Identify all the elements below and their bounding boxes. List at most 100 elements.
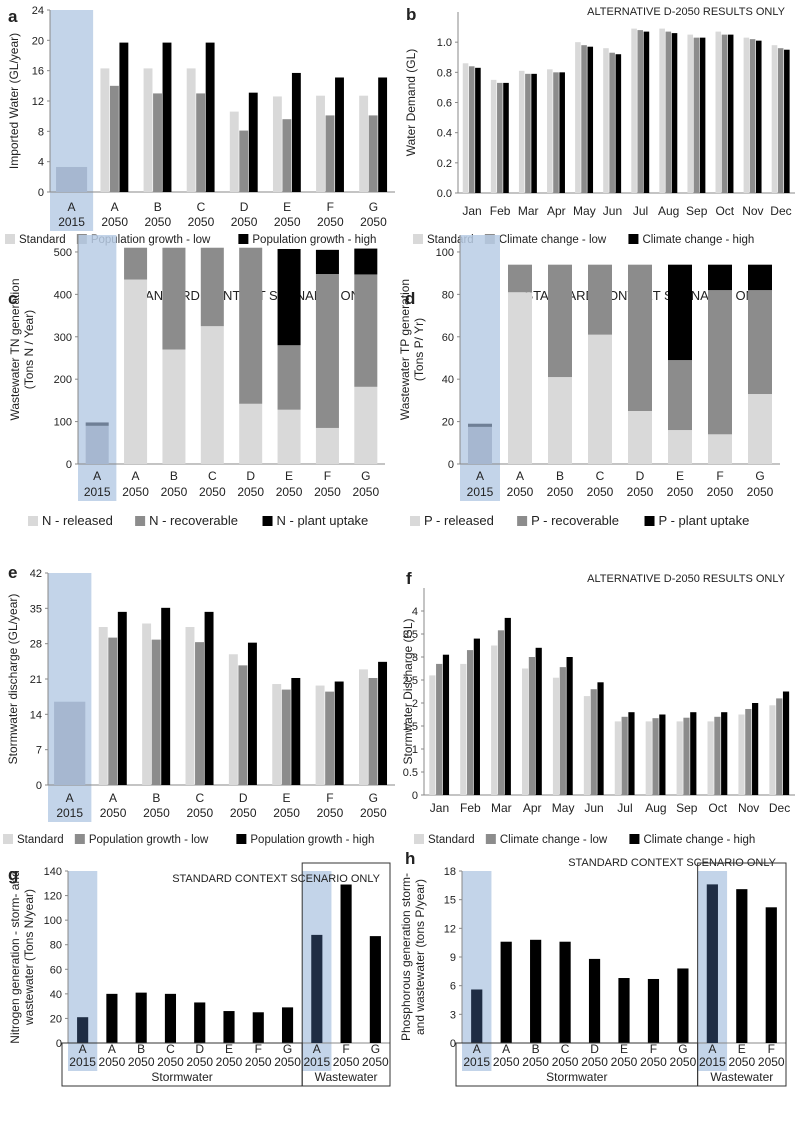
- x-tick-label: C: [195, 791, 204, 805]
- x-tick-label: A: [93, 469, 101, 483]
- x-tick-label: Oct: [715, 204, 734, 218]
- x-tick-label: 2050: [333, 1055, 360, 1069]
- legend-label: Population growth - low: [91, 234, 211, 246]
- bar-high: [334, 681, 344, 785]
- bar-standard: [708, 434, 732, 464]
- bar-high: [247, 642, 257, 785]
- x-tick-label: Jul: [617, 801, 632, 815]
- legend-label: Population growth - low: [89, 834, 209, 846]
- x-tick-label: Mar: [518, 204, 539, 218]
- x-tick-label: 2050: [611, 1055, 638, 1069]
- y-tick-label: 100: [436, 247, 454, 259]
- bar-standard: [468, 426, 492, 464]
- bar-value: [135, 992, 147, 1043]
- y-axis-label-line: Wastewater TP generation: [398, 279, 412, 420]
- bar-low: [637, 30, 644, 193]
- bar-standard: [769, 705, 776, 795]
- y-tick-label: 140: [44, 866, 62, 878]
- bar-low: [200, 247, 224, 327]
- bar-standard: [272, 684, 282, 785]
- x-tick-label: May: [552, 801, 575, 815]
- x-tick-label: D: [590, 1042, 599, 1056]
- y-tick-label: 3: [450, 1009, 456, 1021]
- x-tick-label: A: [79, 1042, 87, 1056]
- x-tick-label: A: [132, 469, 140, 483]
- bar-standard: [631, 28, 637, 193]
- bar-high: [291, 677, 301, 785]
- x-tick-label: 2050: [758, 1055, 785, 1069]
- legend-label: Standard: [19, 234, 66, 246]
- y-tick-label: 60: [50, 964, 62, 976]
- x-tick-label: A: [708, 1042, 716, 1056]
- bar-standard: [490, 79, 497, 193]
- bar-high: [161, 607, 171, 785]
- bar-low: [325, 691, 335, 785]
- group-box: [301, 862, 391, 1087]
- x-tick-label: 2050: [144, 215, 171, 229]
- bar-high: [643, 31, 650, 193]
- x-tick-label: 2050: [352, 485, 379, 499]
- legend-label: P - plant uptake: [659, 513, 750, 528]
- x-tick-label: May: [573, 204, 596, 218]
- bar-low: [466, 650, 474, 795]
- bar-high: [721, 712, 728, 795]
- x-tick-label: Mar: [491, 801, 512, 815]
- x-tick-label: 2050: [122, 485, 149, 499]
- bar-standard: [707, 721, 714, 795]
- x-tick-label: B: [154, 200, 162, 214]
- y-tick-label: 0: [66, 459, 72, 471]
- x-tick-label: 2050: [186, 1055, 213, 1069]
- x-tick-label: F: [342, 1042, 349, 1056]
- y-tick-label: 0.0: [437, 188, 452, 200]
- x-tick-label: C: [561, 1042, 570, 1056]
- bar-standard: [85, 425, 109, 464]
- y-tick-label: 0.2: [437, 158, 452, 170]
- x-tick-label: 2050: [230, 806, 257, 820]
- bar-low: [468, 423, 492, 427]
- x-tick-label: 2050: [274, 1055, 301, 1069]
- bar-high: [755, 40, 762, 194]
- bar-standard: [518, 70, 525, 193]
- bar-low: [708, 290, 732, 435]
- bar-standard: [628, 410, 652, 464]
- bar-value: [194, 1002, 206, 1043]
- bar-high: [378, 77, 388, 192]
- x-tick-label: 2050: [581, 1055, 608, 1069]
- x-tick-label: 2050: [707, 485, 734, 499]
- x-tick-label: A: [502, 1042, 510, 1056]
- bar-standard: [687, 34, 694, 193]
- x-tick-label: B: [137, 1042, 145, 1056]
- y-axis-label-line: Stormwater discharge (GL/year): [6, 594, 20, 765]
- x-tick-label: F: [650, 1042, 657, 1056]
- legend-swatch-standard: [414, 834, 424, 844]
- x-tick-label: D: [246, 469, 255, 483]
- x-tick-label: 2015: [56, 806, 83, 820]
- legend-swatch-high: [629, 834, 640, 844]
- bar-high: [315, 249, 339, 275]
- y-axis-label: Imported Water (GL/year): [7, 33, 21, 169]
- x-tick-label: G: [369, 200, 378, 214]
- legend-label: P - recoverable: [531, 513, 619, 528]
- bar-low: [665, 31, 672, 193]
- chart-title: STANDARD CONTEXT SCENARIO ONLY: [568, 857, 776, 869]
- bar-low: [776, 698, 783, 795]
- bar-low: [354, 274, 378, 387]
- legend-swatch-low: [485, 834, 496, 844]
- y-tick-label: 0: [56, 1038, 62, 1050]
- legend-swatch-low: [517, 516, 528, 526]
- bar-high: [708, 264, 732, 291]
- bar-standard: [239, 403, 263, 464]
- x-tick-label: Oct: [708, 801, 727, 815]
- bar-standard: [124, 279, 148, 464]
- bar-standard: [552, 677, 560, 795]
- bar-high: [117, 611, 127, 785]
- x-tick-label: 2050: [670, 1055, 697, 1069]
- x-tick-label: G: [369, 791, 378, 805]
- x-tick-label: F: [716, 469, 723, 483]
- y-tick-label: 12: [32, 96, 44, 108]
- legend-label: N - released: [42, 513, 113, 528]
- legend-swatch-standard: [3, 834, 13, 844]
- y-axis-label: Phosphorous generation storm-and wastewa…: [399, 873, 427, 1041]
- y-tick-label: 0.5: [403, 767, 418, 779]
